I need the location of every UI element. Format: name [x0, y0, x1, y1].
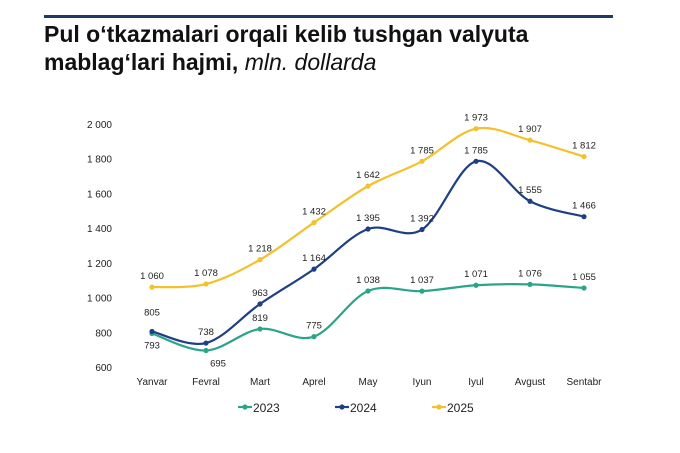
x-tick-label: Yanvar — [137, 377, 169, 388]
data-label-2025: 1 060 — [140, 271, 164, 282]
data-label-2023: 1 037 — [410, 275, 434, 286]
data-point-2024 — [203, 340, 209, 346]
data-point-2024 — [527, 198, 533, 204]
data-point-2025 — [473, 126, 479, 132]
data-label-2025: 1 078 — [194, 268, 218, 279]
x-tick-label: Iyul — [468, 377, 484, 388]
y-tick-label: 1 200 — [87, 259, 112, 270]
data-point-2023 — [581, 285, 587, 291]
y-tick-label: 2 000 — [87, 120, 112, 131]
legend-label-2025: 2025 — [447, 401, 474, 415]
data-point-2025 — [581, 154, 587, 160]
data-label-2025: 1 907 — [518, 124, 542, 135]
title-unit: mln. dollarda — [244, 49, 377, 75]
data-point-2024 — [581, 214, 587, 220]
legend-marker-2025 — [436, 404, 442, 410]
chart-title: Pul o‘tkazmalari orqali kelib tushgan va… — [44, 20, 528, 76]
data-point-2023 — [203, 347, 209, 354]
data-label-2023: 695 — [210, 359, 226, 370]
data-point-2025 — [527, 137, 533, 143]
data-point-2023 — [473, 282, 479, 288]
data-point-2023 — [257, 326, 263, 332]
x-tick-label: Aprel — [302, 377, 325, 388]
series-line-2023 — [151, 283, 585, 352]
data-point-2025 — [149, 284, 155, 290]
data-point-2023 — [419, 288, 425, 294]
data-label-2025: 1 973 — [464, 113, 488, 124]
data-label-2024: 963 — [252, 288, 268, 299]
data-label-2024: 1 466 — [572, 201, 596, 212]
data-point-2024 — [257, 301, 263, 307]
data-label-2023: 1 055 — [572, 272, 596, 283]
data-point-2023 — [527, 281, 533, 287]
y-tick-label: 1 000 — [87, 294, 112, 305]
data-point-2025 — [257, 257, 263, 263]
legend-label-2023: 2023 — [253, 401, 280, 415]
series-line-2025 — [151, 126, 585, 289]
x-tick-label: Avgust — [515, 377, 546, 388]
title-rule — [44, 15, 613, 18]
data-label-2025: 1 432 — [302, 207, 326, 218]
x-tick-label: Fevral — [192, 377, 220, 388]
data-label-2024: 1 785 — [464, 145, 488, 156]
data-label-2023: 775 — [306, 321, 322, 332]
data-point-2025 — [419, 158, 425, 164]
y-tick-label: 1 400 — [87, 224, 112, 235]
x-tick-label: Sentabr — [566, 377, 602, 388]
x-tick-label: Mart — [250, 377, 270, 388]
y-tick-label: 600 — [95, 363, 112, 374]
data-label-2024: 805 — [144, 307, 160, 318]
data-label-2025: 1 812 — [572, 141, 596, 152]
y-tick-label: 1 600 — [87, 189, 112, 200]
data-point-2024 — [473, 158, 479, 164]
data-point-2024 — [419, 226, 425, 233]
data-label-2023: 1 076 — [518, 268, 542, 279]
title-line-2: mablag‘lari hajmi, — [44, 49, 239, 75]
legend-marker-2023 — [242, 404, 248, 410]
title-line-1: Pul o‘tkazmalari orqali kelib tushgan va… — [44, 21, 529, 47]
data-label-2024: 1 392 — [410, 214, 434, 225]
x-tick-label: Iyun — [413, 377, 432, 388]
data-label-2023: 1 038 — [356, 275, 380, 286]
data-label-2025: 1 785 — [410, 145, 434, 156]
data-label-2023: 793 — [144, 341, 160, 352]
data-point-2024 — [149, 328, 155, 335]
data-label-2024: 1 555 — [518, 185, 542, 196]
data-point-2023 — [365, 288, 371, 294]
data-label-2025: 1 642 — [356, 170, 380, 181]
data-point-2024 — [311, 266, 317, 272]
data-label-2023: 819 — [252, 313, 268, 324]
data-label-2024: 1 395 — [356, 213, 380, 224]
data-label-2024: 1 164 — [302, 253, 326, 264]
data-label-2024: 738 — [198, 327, 214, 338]
data-point-2025 — [365, 183, 371, 189]
x-tick-label: May — [359, 377, 378, 388]
data-point-2023 — [311, 334, 317, 340]
data-label-2023: 1 071 — [464, 269, 488, 280]
data-point-2025 — [311, 219, 317, 226]
data-label-2025: 1 218 — [248, 244, 272, 255]
data-point-2024 — [365, 226, 371, 232]
legend-marker-2024 — [339, 404, 345, 410]
data-point-2025 — [203, 281, 209, 287]
legend-label-2024: 2024 — [350, 401, 377, 415]
y-tick-label: 1 800 — [87, 155, 112, 166]
y-tick-label: 800 — [95, 328, 112, 339]
